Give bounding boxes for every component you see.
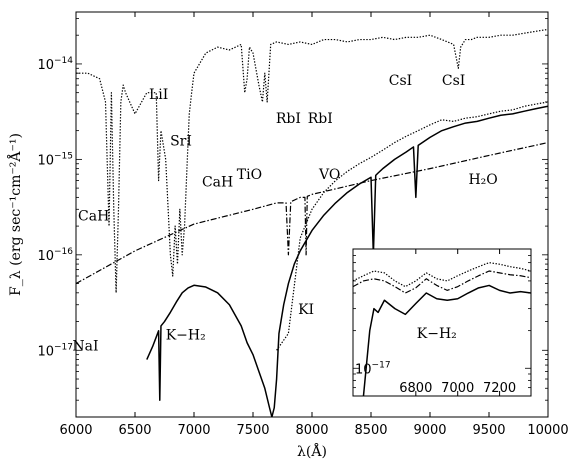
main-annotation-label: CsI: [389, 73, 412, 89]
main-annotation-label: RbI: [308, 111, 333, 127]
main-series-group: [76, 28, 548, 417]
main-annotation-label: CaH: [202, 174, 233, 190]
main-x-tick-label: 9500: [472, 423, 505, 438]
main-annotation-label: CaH: [78, 208, 109, 224]
inset-x-tick-label: 6800: [399, 381, 432, 396]
main-x-tick-label: 8000: [295, 423, 328, 438]
main-x-tick-label: 7500: [236, 423, 269, 438]
main-y-tick-label: 10−16: [37, 247, 73, 264]
main-x-tick-label: 9000: [413, 423, 446, 438]
inset-series-group: [353, 262, 531, 396]
inset-series-1-dashdot-line: [353, 270, 531, 294]
main-series-0-dotted-line: [76, 28, 548, 294]
inset-plot: 6800 7000 7200 10−17 K−H₂: [352, 248, 532, 397]
inset-background: [353, 249, 531, 396]
main-annotation-label: NaI: [72, 338, 98, 354]
main-y-tick-label: 10−15: [37, 151, 73, 168]
main-annotation-label: LiI: [149, 87, 168, 103]
main-x-tick-label: 10000: [527, 423, 568, 438]
inset-frame: [352, 248, 532, 397]
main-annotation-label: TiO: [237, 167, 262, 183]
main-y-tick-label: 10−17: [37, 342, 73, 359]
main-x-tick-label: 7000: [177, 423, 210, 438]
main-annotation-label: CsI: [442, 73, 465, 89]
inset-x-tick-label: 7200: [483, 381, 516, 396]
inset-x-tick-label: 7000: [441, 381, 474, 396]
inset-annotation-label: K−H₂: [417, 326, 457, 342]
inset-y-tick-label: 10−17: [355, 360, 391, 377]
main-plot: 6000 6500 7000 7500 8000 8500 9000 9500 10000 10−…: [6, 11, 569, 460]
main-annotation-label: SrI: [170, 133, 192, 149]
main-x-tick-label: 6500: [118, 423, 151, 438]
main-x-tick-label: 8500: [354, 423, 387, 438]
main-annotation-label: H₂O: [468, 172, 497, 188]
inset-series-2-solid-line: [362, 284, 531, 396]
main-annotation-label: VO: [318, 167, 340, 183]
main-annotation-label: K−H₂: [166, 327, 206, 343]
main-y-tick-label: 10−14: [37, 56, 73, 73]
main-series-2-dotted-line: [276, 101, 548, 351]
main-series-1-dashdot-line: [76, 141, 548, 285]
x-axis-label: λ(Å): [297, 442, 327, 460]
main-series-3-solid-line: [146, 105, 548, 417]
y-axis-label: F_λ (erg sec⁻¹cm⁻²Å⁻¹): [6, 133, 24, 296]
main-annotation-label: RbI: [276, 111, 301, 127]
main-x-tick-label: 6000: [59, 423, 92, 438]
main-annotation-label: KI: [298, 302, 314, 318]
